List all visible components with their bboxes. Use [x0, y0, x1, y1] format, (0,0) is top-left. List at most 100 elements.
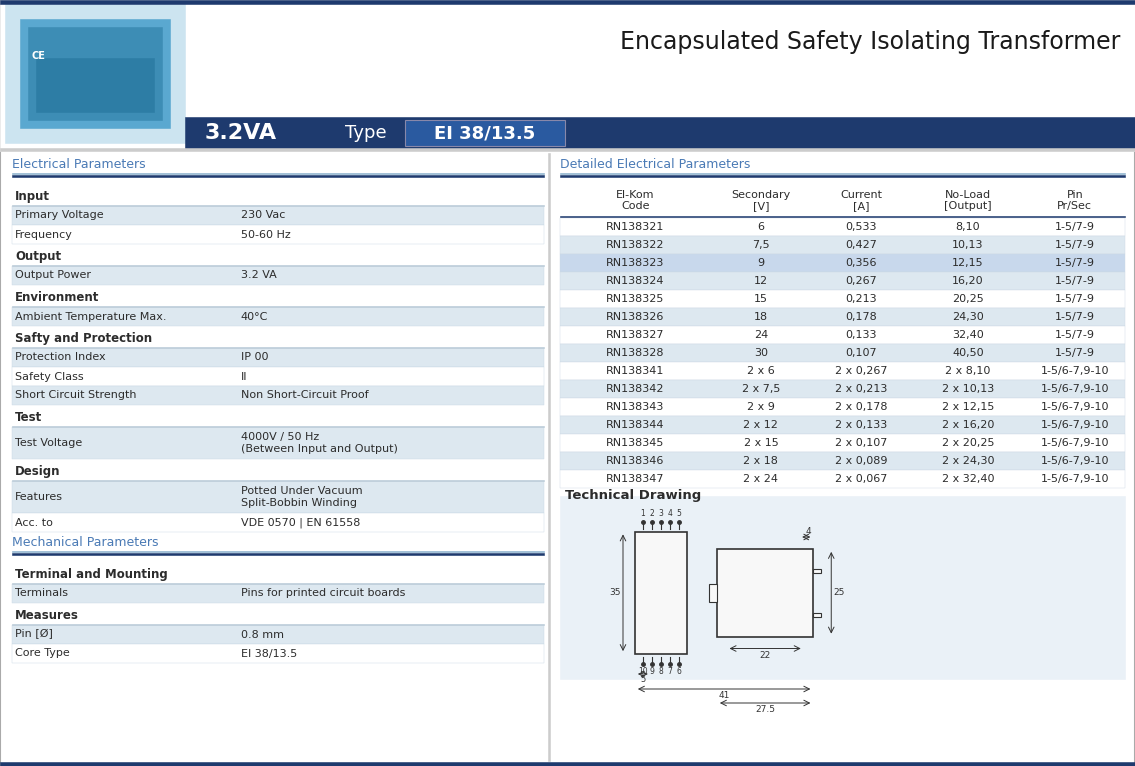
Text: 5: 5: [676, 509, 681, 518]
Text: 3.2VA: 3.2VA: [205, 123, 277, 143]
Text: 0,213: 0,213: [846, 294, 877, 304]
Bar: [405, 120, 565, 146]
Text: 22: 22: [759, 651, 771, 660]
Text: RN138341: RN138341: [606, 366, 664, 376]
Text: 6: 6: [757, 222, 764, 232]
Bar: [560, 362, 1125, 380]
Text: [Output]: [Output]: [944, 201, 992, 211]
Text: 1-5/7-9: 1-5/7-9: [1054, 240, 1095, 250]
Text: 4000V / 50 Hz: 4000V / 50 Hz: [241, 432, 319, 442]
Text: 2 x 0,067: 2 x 0,067: [835, 474, 888, 484]
Text: Electrical Parameters: Electrical Parameters: [12, 159, 145, 172]
Text: 1-5/6-7,9-10: 1-5/6-7,9-10: [1041, 420, 1109, 430]
Bar: [12, 386, 544, 405]
Bar: [0, 0, 1135, 4]
Text: 3.2 VA: 3.2 VA: [241, 270, 277, 280]
Text: 2 x 0,213: 2 x 0,213: [835, 384, 888, 394]
Text: Features: Features: [15, 492, 64, 502]
Bar: [560, 218, 1125, 236]
Bar: [560, 470, 1125, 488]
Text: 2 x 15: 2 x 15: [743, 438, 779, 448]
Text: Acc. to: Acc. to: [15, 518, 53, 528]
Bar: [560, 290, 1125, 308]
Bar: [12, 625, 544, 644]
Text: 1-5/7-9: 1-5/7-9: [1054, 348, 1095, 358]
Text: 0,178: 0,178: [846, 312, 877, 322]
Bar: [5, 4, 185, 143]
Text: 1-5/7-9: 1-5/7-9: [1054, 312, 1095, 322]
Bar: [0, 0, 1135, 151]
Text: 35: 35: [609, 588, 621, 597]
Bar: [12, 480, 544, 481]
Text: Mechanical Parameters: Mechanical Parameters: [12, 536, 159, 549]
Bar: [20, 19, 170, 128]
Text: 2 x 7,5: 2 x 7,5: [741, 384, 780, 394]
Text: 2 x 6: 2 x 6: [747, 366, 775, 376]
Bar: [185, 117, 1135, 149]
Text: 2 x 0,107: 2 x 0,107: [835, 438, 888, 448]
Text: RN138347: RN138347: [606, 474, 665, 484]
Bar: [12, 206, 544, 225]
Bar: [634, 532, 687, 654]
Text: 2 x 16,20: 2 x 16,20: [942, 420, 994, 430]
Text: 0,356: 0,356: [846, 258, 877, 268]
Text: Safety Class: Safety Class: [15, 372, 84, 381]
Text: Pin [Ø]: Pin [Ø]: [15, 630, 53, 640]
Text: 2 x 8,10: 2 x 8,10: [945, 366, 991, 376]
Text: RN138326: RN138326: [606, 312, 664, 322]
Text: VDE 0570 | EN 61558: VDE 0570 | EN 61558: [241, 517, 360, 528]
Text: 0,427: 0,427: [846, 240, 877, 250]
Text: Secondary: Secondary: [731, 190, 790, 200]
Text: Frequency: Frequency: [15, 230, 73, 240]
Text: Non Short-Circuit Proof: Non Short-Circuit Proof: [241, 391, 369, 401]
Text: 24: 24: [754, 330, 768, 340]
Bar: [12, 426, 544, 427]
Bar: [36, 58, 154, 112]
Bar: [814, 569, 822, 573]
Bar: [560, 398, 1125, 416]
Text: 1-5/6-7,9-10: 1-5/6-7,9-10: [1041, 366, 1109, 376]
Text: RN138346: RN138346: [606, 456, 664, 466]
Text: RN138328: RN138328: [606, 348, 665, 358]
Text: 0,107: 0,107: [846, 348, 877, 358]
Text: 1-5/6-7,9-10: 1-5/6-7,9-10: [1041, 438, 1109, 448]
Text: Encapsulated Safety Isolating Transformer: Encapsulated Safety Isolating Transforme…: [620, 30, 1120, 54]
Text: Current: Current: [840, 190, 882, 200]
Text: CE: CE: [32, 51, 45, 61]
Text: 9: 9: [649, 667, 655, 676]
Text: RN138327: RN138327: [606, 330, 665, 340]
Bar: [560, 496, 1125, 679]
Bar: [560, 172, 1125, 174]
Text: 7: 7: [667, 667, 672, 676]
Text: 20,25: 20,25: [952, 294, 984, 304]
Bar: [560, 326, 1125, 344]
Text: Potted Under Vacuum: Potted Under Vacuum: [241, 486, 362, 496]
Text: 2 x 9: 2 x 9: [747, 402, 775, 412]
Text: 24,30: 24,30: [952, 312, 984, 322]
Text: 4: 4: [667, 509, 672, 518]
Text: 230 Vac: 230 Vac: [241, 211, 285, 221]
Text: 1-5/6-7,9-10: 1-5/6-7,9-10: [1041, 402, 1109, 412]
Text: 2 x 10,13: 2 x 10,13: [942, 384, 994, 394]
Bar: [12, 205, 544, 206]
Text: 25: 25: [833, 588, 844, 597]
Text: 6: 6: [676, 667, 681, 676]
Text: Ambient Temperature Max.: Ambient Temperature Max.: [15, 312, 167, 322]
Text: 12,15: 12,15: [952, 258, 984, 268]
Bar: [560, 416, 1125, 434]
Text: 18: 18: [754, 312, 768, 322]
Text: 2 x 0,267: 2 x 0,267: [835, 366, 888, 376]
Text: [V]: [V]: [753, 201, 770, 211]
Bar: [560, 452, 1125, 470]
Bar: [814, 613, 822, 617]
Text: Technical Drawing: Technical Drawing: [565, 489, 701, 502]
Bar: [548, 153, 550, 761]
Bar: [709, 584, 717, 601]
Text: Detailed Electrical Parameters: Detailed Electrical Parameters: [560, 159, 750, 172]
Text: 1-5/7-9: 1-5/7-9: [1054, 276, 1095, 286]
Bar: [717, 549, 814, 637]
Text: 2 x 0,178: 2 x 0,178: [835, 402, 888, 412]
Text: 1-5/6-7,9-10: 1-5/6-7,9-10: [1041, 474, 1109, 484]
Text: 1-5/7-9: 1-5/7-9: [1054, 258, 1095, 268]
Text: 8,10: 8,10: [956, 222, 981, 232]
